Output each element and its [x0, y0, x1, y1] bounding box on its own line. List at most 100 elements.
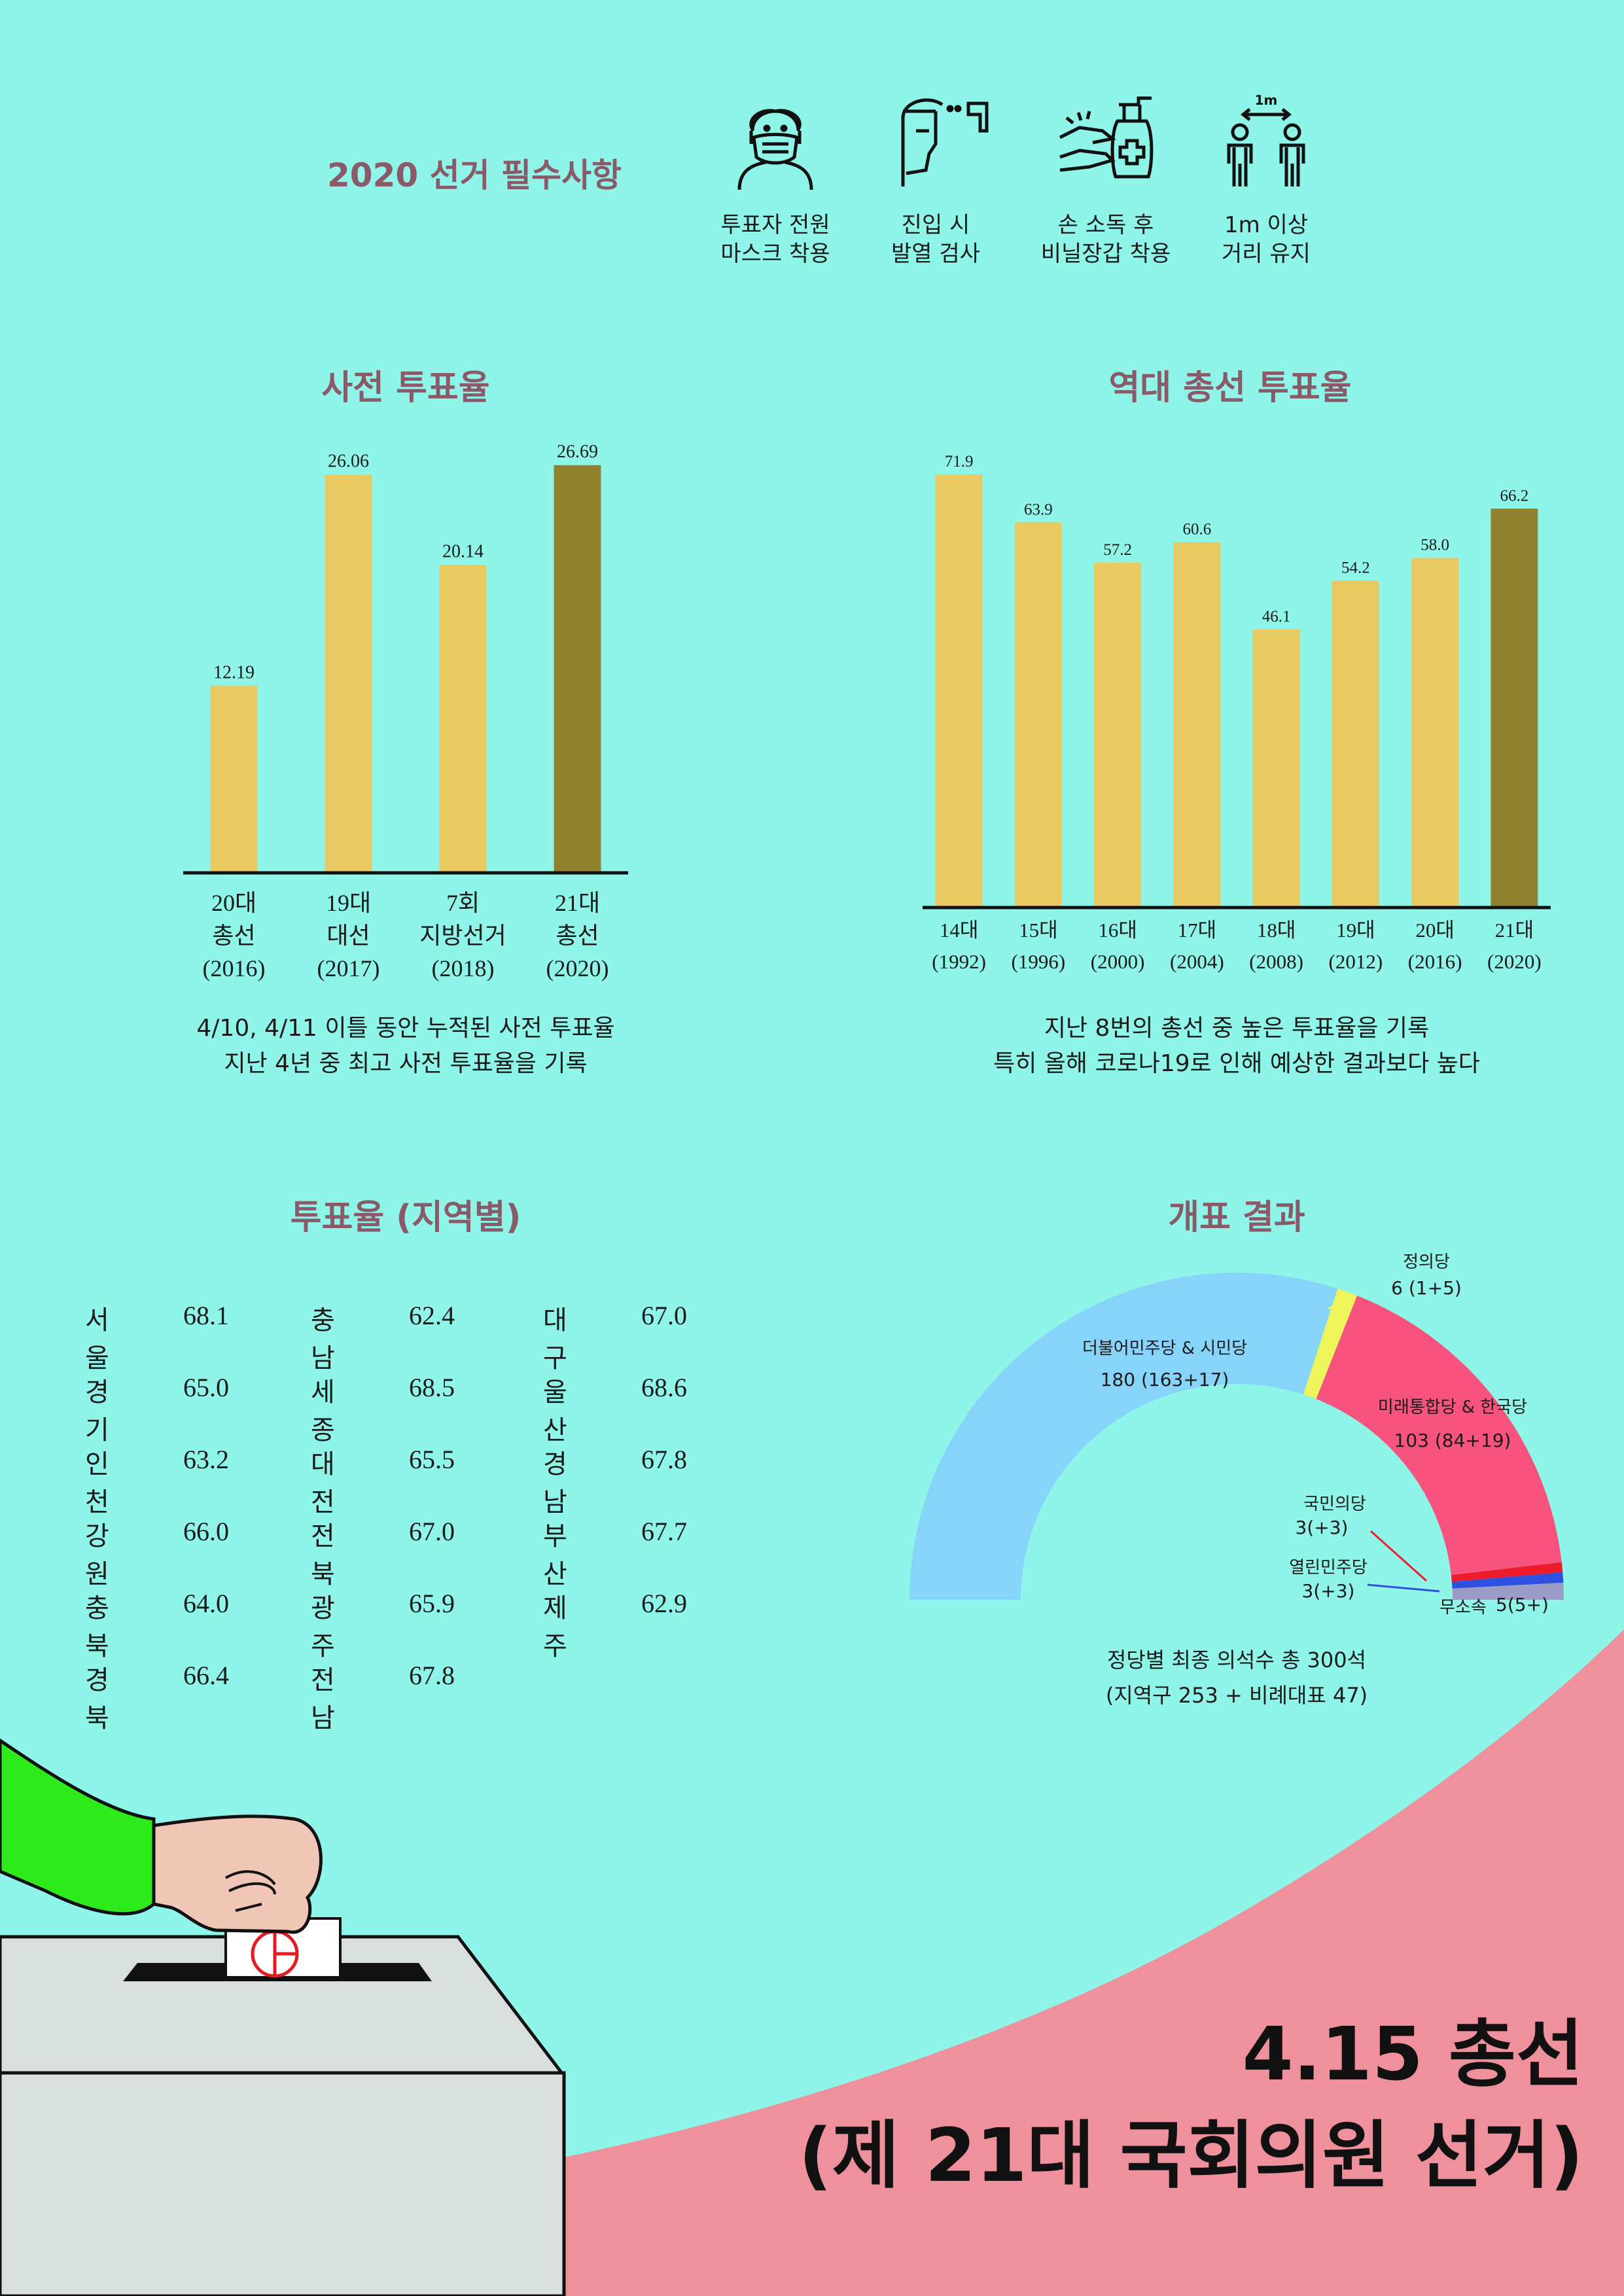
caption-line: 4/10, 4/11 이틀 동안 누적된 사전 투표율 [196, 1015, 615, 1042]
party-seats: 3(+3) [1295, 1517, 1349, 1538]
leader-line [1328, 1294, 1355, 1310]
seat-slice [1303, 1288, 1358, 1400]
category-label: 15대 (1996) [1011, 919, 1066, 973]
party-seats: 5(5+) [1496, 1594, 1549, 1616]
chart-title: 사전 투표율 [321, 368, 490, 408]
turnout-history-chart: 71.9 63.9 57.2 60.6 46.1 54.2 58.0 66.2 [923, 453, 1551, 910]
early-voting-chart: 12.19 26.06 20.14 26.69 [183, 442, 628, 875]
bar-value-label: 26.69 [557, 442, 598, 462]
sanitizer-icon [1059, 96, 1154, 179]
safety-item-label: 진입 시 발열 검사 [891, 212, 980, 267]
party-seats: 180 (163+17) [1100, 1369, 1229, 1390]
bar [1094, 562, 1142, 906]
caption-line: 지난 8번의 총선 중 높은 투표율을 기록 [1044, 1015, 1430, 1042]
region-turnout: 65.5 [409, 1445, 455, 1474]
category-label: 18대 (2008) [1249, 919, 1303, 973]
category-label: 7회 지방선거 (2018) [419, 890, 506, 981]
category-label: 21대 총선 (2020) [546, 890, 609, 981]
category-label: 19대 대선 (2017) [317, 890, 380, 981]
bar [1491, 508, 1538, 906]
category-label: 21대 (2020) [1487, 919, 1542, 973]
region-turnout: 67.0 [409, 1517, 455, 1546]
region-name: 대구 [543, 1305, 567, 1373]
region-name: 세종 [311, 1377, 335, 1445]
party-name: 더불어민주당 & 시민당 [1082, 1339, 1248, 1358]
region-name: 경기 [85, 1377, 109, 1445]
region-turnout: 67.0 [641, 1301, 687, 1330]
region-name: 전남 [311, 1665, 335, 1733]
bar-value-label: 46.1 [1262, 608, 1291, 626]
region-turnout: 65.9 [409, 1589, 455, 1618]
bar [935, 474, 983, 906]
region-name: 충북 [85, 1593, 109, 1661]
party-seats: 6 (1+5) [1391, 1277, 1462, 1299]
turnout-history-caption: 지난 8번의 총선 중 높은 투표율을 기록 특히 올해 코로나19로 인해 예… [870, 1011, 1603, 1082]
party-seats: 103 (84+19) [1394, 1430, 1511, 1451]
seat-slice [909, 1272, 1338, 1600]
safety-item-label: 손 소독 후 비닐장갑 착용 [1040, 212, 1171, 267]
region-turnout: 68.1 [183, 1301, 229, 1330]
bar-value-label: 71.9 [945, 453, 974, 470]
region-turnout: 62.4 [409, 1301, 455, 1330]
caption-line: (지역구 253 + 비례대표 47) [1105, 1683, 1368, 1708]
early-voting-caption: 4/10, 4/11 이틀 동안 누적된 사전 투표율 지난 4년 중 최고 사… [79, 1011, 733, 1082]
party-name: 열린민주당 [1289, 1558, 1368, 1578]
distance-icon: 1m [1227, 92, 1305, 186]
seat-slice [1452, 1582, 1564, 1600]
bar [1332, 580, 1379, 906]
region-turnout: 66.4 [183, 1661, 229, 1690]
bar [210, 686, 258, 872]
ballot-box-illustration [0, 1738, 567, 2296]
category-label: 20대 총선 (2016) [202, 890, 266, 981]
region-name: 제주 [543, 1593, 567, 1661]
region-name: 인천 [85, 1449, 109, 1517]
region-name: 경남 [543, 1449, 567, 1517]
bar-value-label: 20.14 [442, 541, 484, 561]
party-name: 정의당 [1403, 1252, 1450, 1272]
region-turnout: 65.0 [183, 1373, 229, 1402]
region-turnout: 64.0 [183, 1589, 229, 1618]
category-label: 20대 (2016) [1407, 919, 1462, 973]
region-name: 서울 [85, 1305, 109, 1373]
caption-line: 정당별 최종 의석수 총 300석 [1106, 1648, 1367, 1672]
region-name: 울산 [543, 1377, 567, 1445]
category-label: 16대 (2000) [1090, 919, 1145, 973]
chart-title: 개표 결과 [1168, 1198, 1305, 1237]
region-turnout: 68.5 [409, 1373, 455, 1402]
bar-value-label: 12.19 [213, 662, 255, 682]
early-voting-categories: 20대 총선 (2016) 19대 대선 (2017) 7회 지방선거 (2018)… [177, 887, 635, 991]
caption-line: 특히 올해 코로나19로 인해 예상한 결과보다 높다 [993, 1050, 1480, 1077]
seat-slice [1451, 1562, 1563, 1582]
region-name: 대전 [311, 1449, 335, 1517]
region-name: 부산 [543, 1521, 567, 1589]
category-label: 14대 (1992) [932, 919, 986, 973]
regional-title: 투표율 (지역별) [290, 1198, 521, 1237]
chart-title: 역대 총선 투표율 [1108, 368, 1352, 408]
region-name: 강원 [85, 1521, 109, 1589]
bar-value-label: 63.9 [1024, 501, 1053, 518]
bar [554, 465, 601, 872]
region-turnout: 68.6 [641, 1373, 687, 1402]
party-name: 국민의당 [1303, 1494, 1366, 1514]
leader-line [1370, 1530, 1427, 1582]
bar-value-label: 58.0 [1421, 537, 1449, 554]
party-name: 미래통합당 & 한국당 [1377, 1398, 1528, 1417]
bar-value-label: 57.2 [1103, 541, 1132, 559]
region-name: 광주 [311, 1593, 335, 1661]
caption-line: 지난 4년 중 최고 사전 투표율을 기록 [224, 1050, 588, 1077]
region-name: 충남 [311, 1305, 335, 1373]
category-label: 17대 (2004) [1170, 919, 1224, 973]
bar [1252, 629, 1300, 906]
seat-slice [1316, 1296, 1562, 1576]
bar [1173, 542, 1221, 906]
seat-slice [1451, 1572, 1564, 1589]
mask-icon [737, 109, 813, 190]
region-turnout: 67.7 [641, 1517, 687, 1546]
region-turnout: 66.0 [183, 1517, 229, 1546]
leader-line [1367, 1583, 1440, 1593]
bar [1411, 557, 1459, 906]
bar-value-label: 54.2 [1341, 559, 1370, 576]
safety-title: 2020 선거 필수사항 [327, 156, 622, 194]
bar [325, 474, 372, 872]
